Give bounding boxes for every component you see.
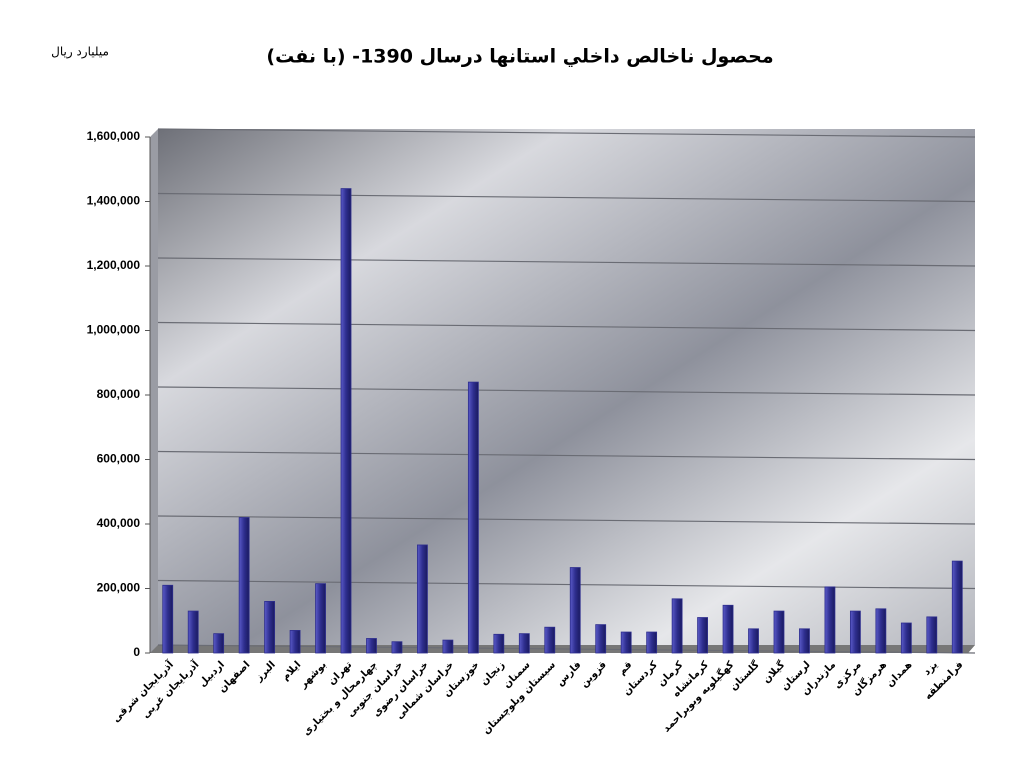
bar (900, 622, 912, 654)
x-tick-label: فارس (555, 659, 584, 688)
y-tick-label: 1,000,000 (87, 323, 141, 337)
bar (366, 638, 377, 654)
grid-line (157, 128, 976, 138)
bar (238, 517, 250, 654)
chart-title: محصول ناخالص داخلي استانها درسال 1390- (… (266, 46, 773, 68)
y-tick-label: 1,200,000 (87, 258, 141, 272)
grid-line (157, 515, 976, 525)
bar (722, 604, 734, 654)
y-tick-label: 1,600,000 (87, 129, 141, 143)
bar (391, 641, 403, 654)
bar (467, 381, 479, 654)
bar (264, 601, 276, 654)
y-tick-label: 600,000 (97, 452, 141, 466)
bar (799, 628, 810, 654)
x-tick-label: البرز (253, 659, 278, 684)
bar (773, 610, 785, 654)
bar (213, 633, 225, 654)
x-tick-label: همدان (885, 659, 915, 689)
x-tick-label: قم (616, 659, 634, 677)
bar (518, 633, 530, 654)
bar (671, 598, 683, 654)
bar (824, 586, 836, 654)
grid-line (157, 450, 976, 461)
y-tick-label: 400,000 (97, 516, 141, 530)
grid-line (157, 192, 976, 203)
bar (569, 567, 581, 654)
bar (849, 610, 861, 654)
unit-label: ميليارد ريال (51, 45, 109, 60)
x-tick-label: قزوین (579, 659, 609, 689)
y-tick-label: 1,400,000 (87, 194, 141, 208)
bar (646, 631, 658, 654)
bar (315, 583, 326, 654)
x-tick-label: بوشهر (297, 659, 329, 691)
plot-area (158, 129, 975, 645)
bar (289, 630, 301, 654)
grid-line (157, 321, 976, 332)
bar (620, 631, 632, 654)
bar (340, 188, 352, 654)
bar (544, 626, 556, 654)
bar (162, 584, 174, 654)
bar (417, 544, 428, 654)
x-tick-label: یزد (922, 659, 941, 678)
y-tick-label: 0 (133, 645, 140, 659)
grid-line (157, 386, 976, 396)
bar (442, 639, 454, 654)
bar (951, 560, 963, 654)
grid-line (157, 257, 976, 267)
bar (926, 616, 938, 654)
bar (493, 633, 505, 654)
bar (595, 624, 607, 654)
bar (748, 628, 759, 654)
bar (187, 610, 199, 654)
y-tick-label: 800,000 (97, 387, 141, 401)
y-tick-label: 200,000 (97, 581, 141, 595)
bar (875, 608, 887, 654)
grid-line (157, 579, 976, 590)
bar (697, 617, 708, 654)
